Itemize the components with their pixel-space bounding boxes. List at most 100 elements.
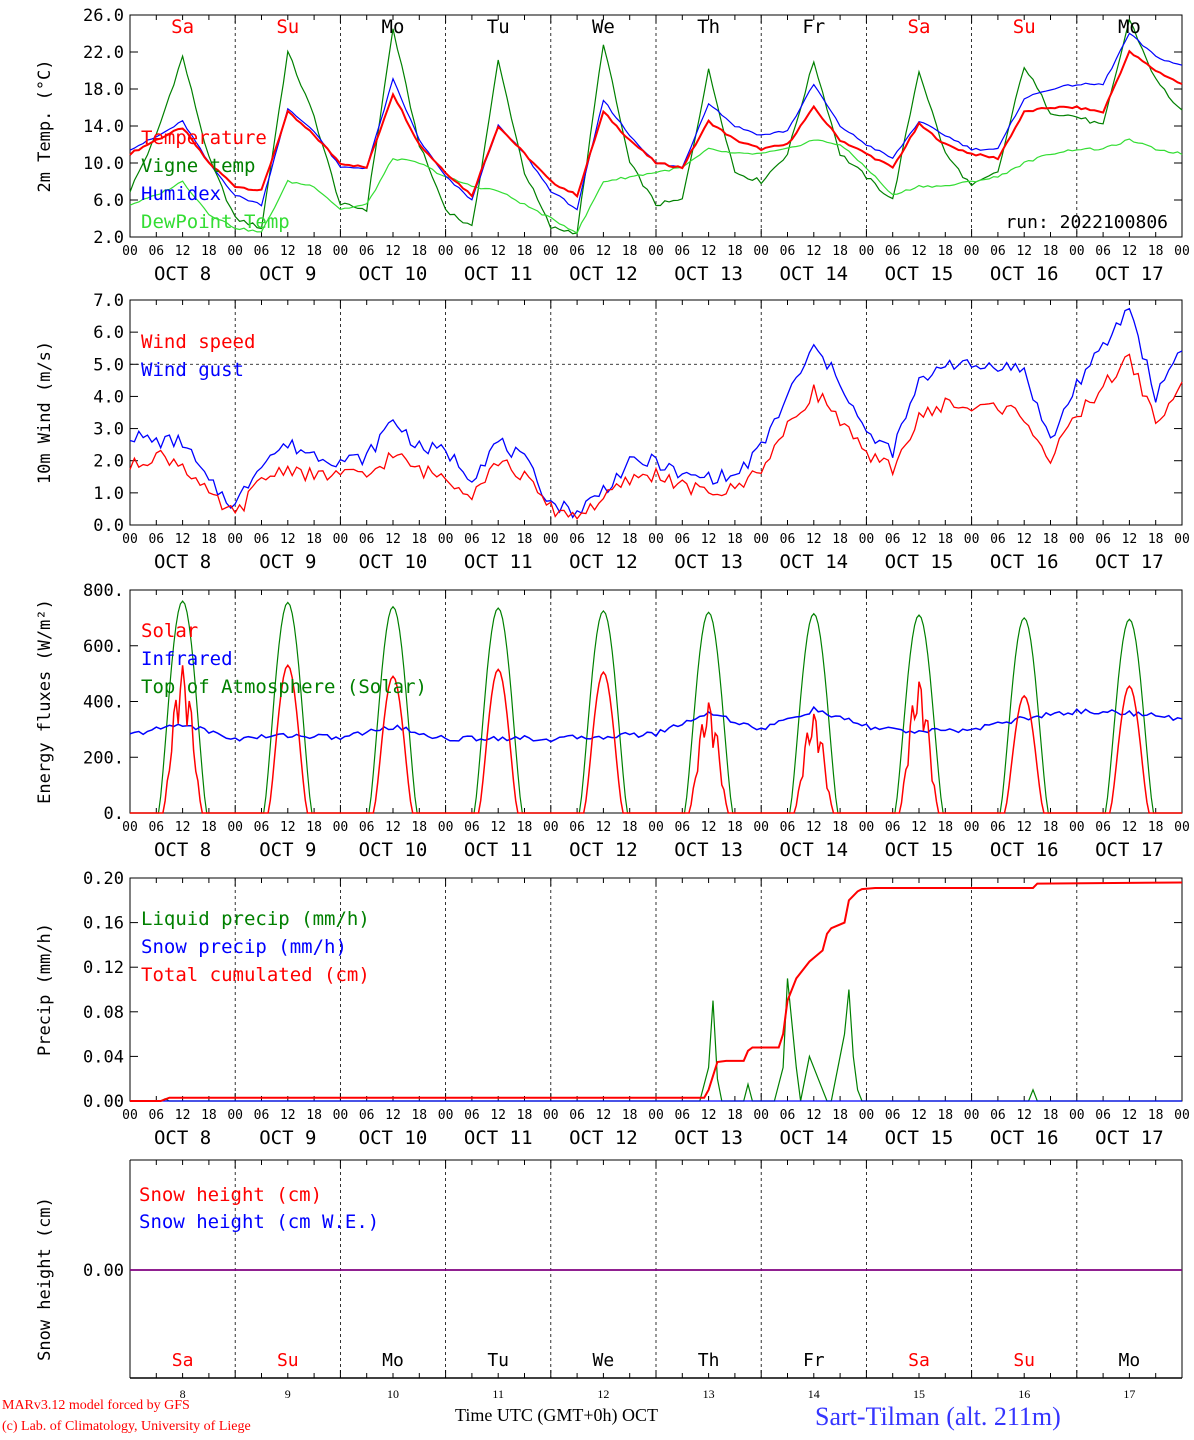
hour-tick-label: 06 bbox=[1095, 1108, 1111, 1123]
hour-tick-label: 06 bbox=[1095, 532, 1111, 547]
hour-tick-label: 18 bbox=[937, 820, 953, 835]
hour-tick-label: 06 bbox=[674, 820, 690, 835]
legend-entry: Temperature bbox=[141, 127, 267, 149]
hour-tick-label: 12 bbox=[911, 244, 927, 259]
hour-tick-label: 06 bbox=[674, 1108, 690, 1123]
y-tick-label: 0.04 bbox=[83, 1047, 124, 1067]
date-label: OCT 12 bbox=[569, 551, 638, 573]
hour-tick-label: 18 bbox=[1043, 1108, 1059, 1123]
hour-tick-label: 18 bbox=[622, 244, 638, 259]
hour-tick-label: 18 bbox=[727, 820, 743, 835]
hour-tick-label: 06 bbox=[674, 532, 690, 547]
legend-entry: Snow height (cm) bbox=[139, 1184, 322, 1206]
hour-tick-label: 12 bbox=[175, 1108, 191, 1123]
hour-tick-label: 06 bbox=[359, 532, 375, 547]
weekday-label: Fr bbox=[803, 1350, 825, 1371]
y-tick-label: 26.0 bbox=[83, 6, 124, 26]
day-number-label: 10 bbox=[387, 1387, 399, 1401]
date-label: OCT 9 bbox=[259, 263, 316, 285]
hour-tick-label: 12 bbox=[1122, 1108, 1138, 1123]
hour-tick-label: 12 bbox=[490, 244, 506, 259]
hour-tick-label: 06 bbox=[359, 244, 375, 259]
hour-tick-label: 00 bbox=[122, 1108, 138, 1123]
day-number-label: 13 bbox=[703, 1387, 715, 1401]
y-tick-label: 10.0 bbox=[83, 154, 124, 174]
hour-tick-label: 00 bbox=[964, 820, 980, 835]
station-title: Sart-Tilman (alt. 211m) bbox=[815, 1402, 1061, 1431]
hour-tick-label: 00 bbox=[438, 1108, 454, 1123]
hour-tick-label: 18 bbox=[832, 1108, 848, 1123]
date-label: OCT 16 bbox=[990, 263, 1059, 285]
hour-tick-label: 00 bbox=[1174, 1108, 1190, 1123]
panel-2 bbox=[129, 299, 1183, 526]
date-label: OCT 12 bbox=[569, 263, 638, 285]
hour-tick-label: 06 bbox=[780, 820, 796, 835]
y-tick-label: 600. bbox=[83, 637, 124, 657]
weekday-label: Su bbox=[1013, 16, 1036, 38]
hour-tick-label: 00 bbox=[227, 532, 243, 547]
hour-tick-label: 12 bbox=[280, 1108, 296, 1123]
weekday-label: Sa bbox=[171, 16, 194, 38]
hour-tick-label: 06 bbox=[254, 532, 270, 547]
hour-tick-label: 06 bbox=[464, 820, 480, 835]
hour-tick-label: 18 bbox=[306, 244, 322, 259]
weekday-label: Su bbox=[276, 16, 299, 38]
date-label: OCT 15 bbox=[885, 839, 954, 861]
hour-tick-label: 00 bbox=[543, 820, 559, 835]
hour-tick-label: 12 bbox=[1122, 244, 1138, 259]
hour-tick-label: 06 bbox=[885, 532, 901, 547]
legend-entry: Vigne temp bbox=[141, 155, 255, 177]
hour-tick-label: 12 bbox=[175, 532, 191, 547]
hour-tick-label: 18 bbox=[727, 532, 743, 547]
hour-tick-label: 00 bbox=[859, 820, 875, 835]
y-axis-label: Snow height (cm) bbox=[35, 1197, 55, 1361]
hour-tick-label: 00 bbox=[1174, 820, 1190, 835]
hour-tick-label: 06 bbox=[569, 1108, 585, 1123]
hour-tick-label: 00 bbox=[1069, 1108, 1085, 1123]
hour-tick-label: 06 bbox=[885, 820, 901, 835]
hour-tick-label: 18 bbox=[201, 820, 217, 835]
hour-tick-label: 12 bbox=[175, 244, 191, 259]
hour-tick-label: 00 bbox=[648, 244, 664, 259]
y-tick-label: 2.0 bbox=[93, 452, 124, 472]
hour-tick-label: 06 bbox=[990, 244, 1006, 259]
hour-tick-label: 18 bbox=[411, 244, 427, 259]
hour-tick-label: 06 bbox=[254, 1108, 270, 1123]
day-number-label: 16 bbox=[1018, 1387, 1030, 1401]
date-label: OCT 8 bbox=[154, 263, 211, 285]
y-tick-label: 0.00 bbox=[83, 1092, 124, 1112]
date-label: OCT 8 bbox=[154, 1127, 211, 1149]
hour-tick-label: 12 bbox=[596, 1108, 612, 1123]
hour-tick-label: 00 bbox=[1174, 244, 1190, 259]
y-tick-label: 0. bbox=[104, 804, 124, 824]
date-label: OCT 9 bbox=[259, 839, 316, 861]
hour-tick-label: 18 bbox=[306, 820, 322, 835]
date-label: OCT 14 bbox=[779, 263, 848, 285]
date-label: OCT 11 bbox=[464, 839, 533, 861]
date-label: OCT 10 bbox=[359, 263, 428, 285]
hour-tick-label: 18 bbox=[411, 820, 427, 835]
date-label: OCT 16 bbox=[990, 1127, 1059, 1149]
date-label: OCT 17 bbox=[1095, 1127, 1164, 1149]
hour-tick-label: 18 bbox=[411, 1108, 427, 1123]
hour-tick-label: 12 bbox=[596, 820, 612, 835]
legend-entry: DewPoint Temp bbox=[141, 211, 290, 233]
y-axis-label: 10m Wind (m/s) bbox=[35, 341, 55, 484]
hour-tick-label: 12 bbox=[490, 1108, 506, 1123]
y-tick-label: 0.20 bbox=[83, 869, 124, 889]
hour-tick-label: 18 bbox=[937, 1108, 953, 1123]
date-label: OCT 16 bbox=[990, 551, 1059, 573]
hour-tick-label: 00 bbox=[964, 244, 980, 259]
hour-tick-label: 18 bbox=[306, 532, 322, 547]
hour-tick-label: 18 bbox=[937, 532, 953, 547]
legend-entry: Top of Atmosphere (Solar) bbox=[141, 676, 427, 698]
hour-tick-label: 06 bbox=[569, 244, 585, 259]
legend-entry: Humidex bbox=[141, 183, 221, 205]
hour-tick-label: 06 bbox=[1095, 244, 1111, 259]
hour-tick-label: 12 bbox=[806, 532, 822, 547]
date-label: OCT 11 bbox=[464, 551, 533, 573]
y-tick-label: 0.16 bbox=[83, 914, 124, 934]
y-tick-label: 22.0 bbox=[83, 43, 124, 63]
series-temperature bbox=[129, 49, 1183, 199]
date-label: OCT 8 bbox=[154, 839, 211, 861]
